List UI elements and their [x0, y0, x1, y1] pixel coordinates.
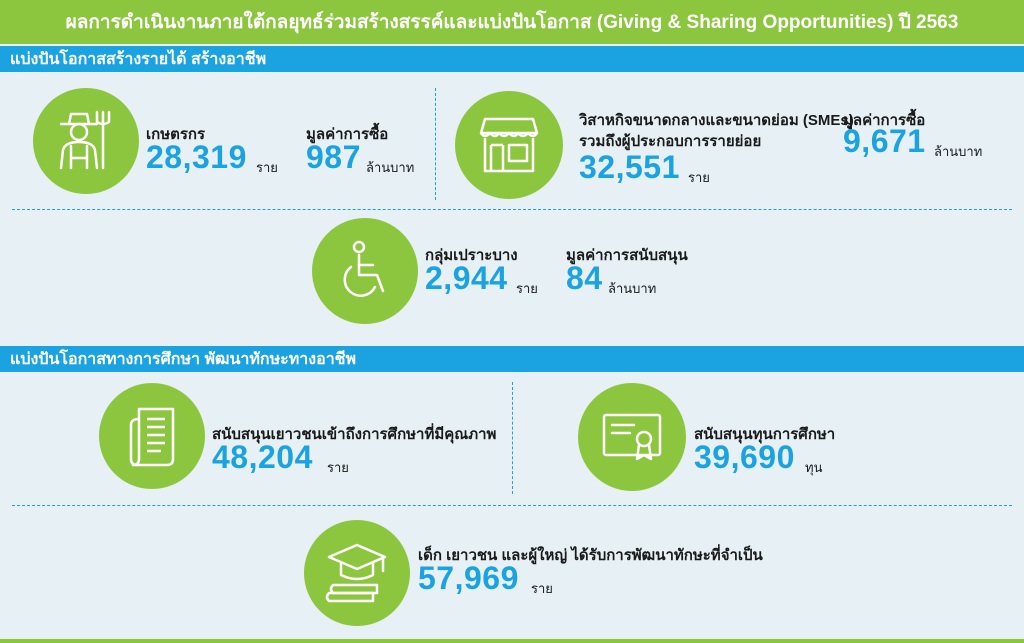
graduation-cap-icon — [304, 520, 410, 626]
skills-label: เด็ก เยาวชน และผู้ใหญ่ ได้รับการพัฒนาทัก… — [418, 547, 763, 564]
farmers-label: เกษตรกร — [146, 126, 206, 143]
wheelchair-icon — [312, 218, 418, 324]
smes-count-unit: ราย — [688, 170, 710, 185]
vulnerable-value: 84 — [566, 260, 603, 296]
education-access-count-unit: ราย — [327, 460, 349, 475]
farmers-value-label: มูลค่าการซื้อ — [306, 126, 389, 143]
vulnerable-label: กลุ่มเปราะบาง — [425, 247, 518, 264]
smes-value-label: มูลค่าการซื้อ — [843, 112, 926, 129]
education-access-count: 48,204 — [212, 439, 313, 475]
scholarships-count: 39,690 — [694, 439, 795, 475]
header-bar: ผลการดำเนินงานภายใต้กลยุทธ์ร่วมสร้างสรรค… — [0, 0, 1024, 44]
farmers-value-unit: ล้านบาท — [366, 160, 415, 175]
skills-count-unit: ราย — [531, 581, 553, 596]
section-title-income: แบ่งปันโอกาสสร้างรายได้ สร้างอาชีพ — [0, 46, 1024, 72]
smes-label-line2: รวมถึงผู้ประกอบการรายย่อย — [579, 133, 762, 150]
scholarships-count-unit: ทุน — [805, 460, 823, 475]
divider-vertical-2 — [512, 382, 513, 494]
scholarships-label: สนับสนุนทุนการศึกษา — [694, 426, 836, 443]
divider-horizontal-2 — [12, 505, 1012, 506]
divider-horizontal-1 — [12, 209, 1012, 210]
farmers-count: 28,319 — [146, 139, 247, 175]
document-icon — [99, 383, 205, 489]
smes-label-line1: วิสาหกิจขนาดกลางและขนาดย่อม (SMEs) — [579, 112, 854, 129]
farmers-value: 987 — [306, 139, 361, 175]
smes-count: 32,551 — [579, 149, 680, 185]
vulnerable-value-unit: ล้านบาท — [608, 281, 657, 296]
divider-vertical-1 — [435, 88, 436, 200]
education-access-label: สนับสนุนเยาวชนเข้าถึงการศึกษาที่มีคุณภาพ — [212, 426, 497, 443]
farmers-count-unit: ราย — [256, 160, 278, 175]
shop-icon — [455, 91, 563, 199]
smes-value-unit: ล้านบาท — [934, 144, 983, 159]
footer-bar — [0, 639, 1024, 643]
vulnerable-count-unit: ราย — [516, 281, 538, 296]
skills-count: 57,969 — [418, 560, 519, 596]
certificate-icon — [578, 383, 686, 491]
page-title: ผลการดำเนินงานภายใต้กลยุทธ์ร่วมสร้างสรรค… — [65, 12, 959, 33]
vulnerable-value-label: มูลค่าการสนับสนุน — [566, 247, 688, 264]
section-title-education: แบ่งปันโอกาสทางการศึกษา พัฒนาทักษะทางอาช… — [0, 346, 1024, 372]
smes-value: 9,671 — [843, 123, 926, 159]
farmer-icon — [33, 88, 139, 194]
vulnerable-count: 2,944 — [425, 260, 508, 296]
